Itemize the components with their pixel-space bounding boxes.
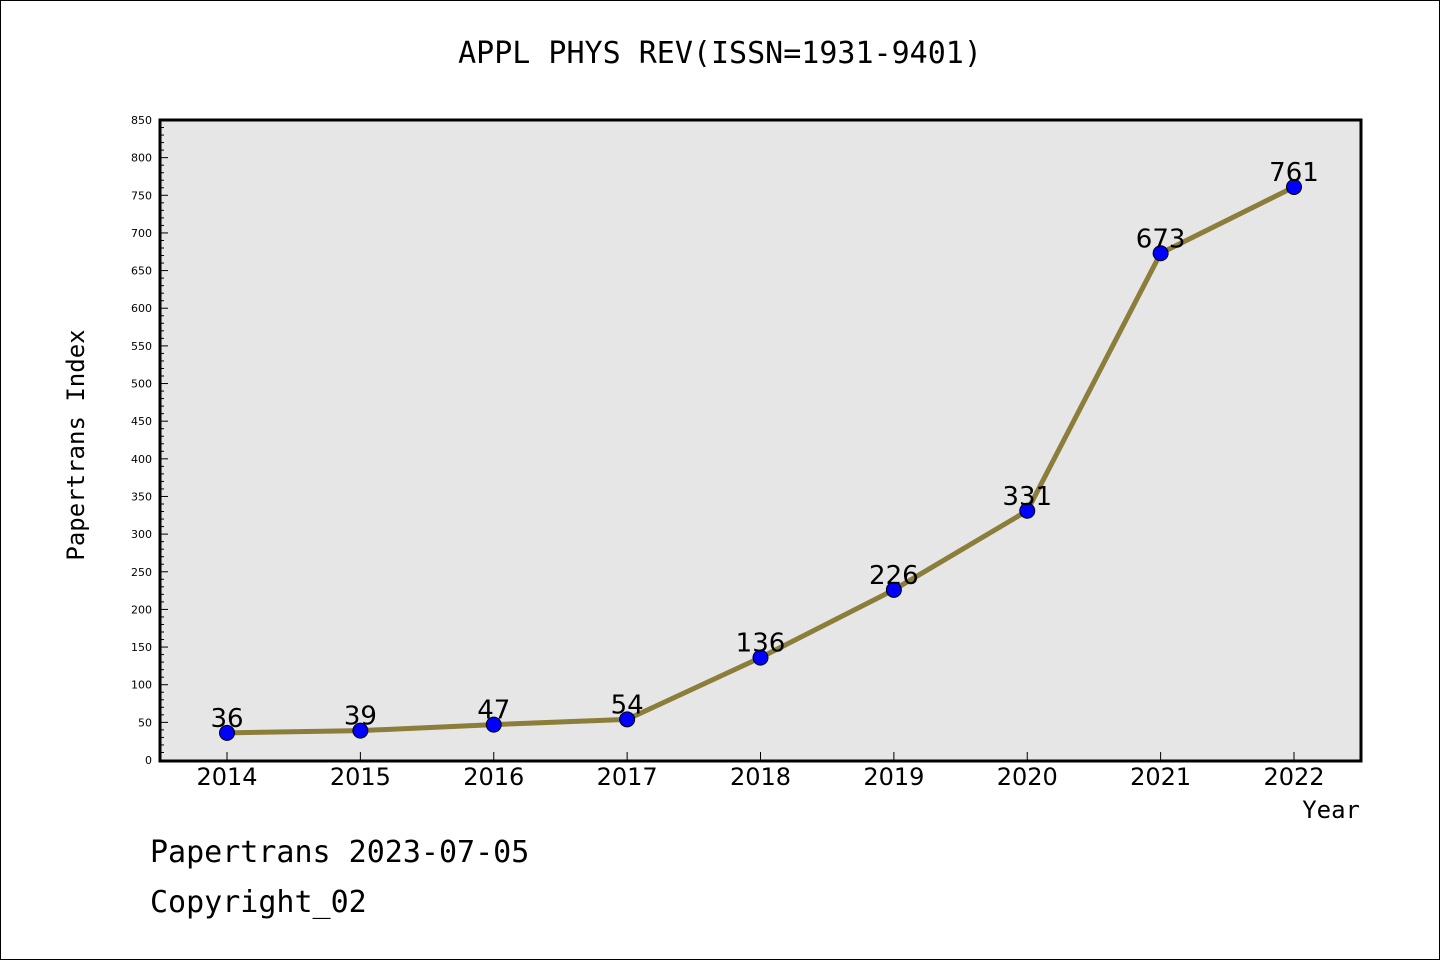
data-point: [485, 716, 502, 733]
data-labels-group: 36 39 47 54 136 226 331 673 761: [210, 158, 1318, 734]
x-tick-label: 2014: [196, 763, 257, 791]
y-tick-label: 0: [145, 754, 152, 767]
data-point: [885, 581, 902, 598]
data-point: [619, 711, 636, 728]
x-tick-label: 2021: [1130, 763, 1191, 791]
y-tick-label: 450: [131, 415, 152, 428]
x-tick-label: 2020: [997, 763, 1058, 791]
y-tick-label: 100: [131, 679, 152, 692]
data-point: [752, 649, 769, 666]
x-axis-ticks: 2014 2015 2016 2017 2018 2019 2020 2021 2022: [196, 752, 1325, 791]
y-tick-label: 50: [138, 716, 152, 729]
y-tick-label: 350: [131, 490, 152, 503]
data-point: [1019, 502, 1036, 519]
data-label: 226: [869, 561, 919, 591]
data-label: 36: [210, 704, 243, 734]
data-label: 54: [611, 690, 644, 720]
x-tick-label: 2022: [1263, 763, 1324, 791]
y-tick-label: 200: [131, 603, 152, 616]
x-tick-label: 2019: [863, 763, 924, 791]
data-label: 761: [1269, 158, 1319, 188]
footer-copyright: Copyright_02: [150, 885, 367, 920]
y-tick-label: 650: [131, 265, 152, 278]
y-tick-label: 700: [131, 227, 152, 240]
x-tick-label: 2018: [730, 763, 791, 791]
data-point: [352, 722, 369, 739]
y-axis-ticks: 0 50 100 150 200 250 300 350 400 450 500 550 600 650 7…: [131, 114, 168, 767]
data-point: [1152, 245, 1169, 262]
data-point: [1286, 179, 1302, 196]
y-tick-label: 300: [131, 528, 152, 541]
x-tick-label: 2015: [330, 763, 391, 791]
data-label: 136: [736, 629, 786, 659]
data-label: 673: [1136, 224, 1186, 254]
y-tick-label: 500: [131, 378, 152, 391]
y-tick-label: 800: [131, 152, 152, 165]
series-group: [219, 179, 1302, 741]
y-tick-label: 600: [131, 302, 152, 315]
data-point: [219, 724, 235, 741]
x-axis-label: Year: [1302, 796, 1360, 824]
data-label: 47: [477, 696, 510, 726]
y-tick-label: 850: [131, 114, 152, 127]
data-label: 39: [344, 702, 377, 732]
chart-title: APPL PHYS REV(ISSN=1931-9401): [458, 36, 982, 71]
data-label: 331: [1002, 482, 1052, 512]
y-tick-label: 400: [131, 453, 152, 466]
y-tick-label: 750: [131, 189, 152, 202]
y-tick-label: 250: [131, 566, 152, 579]
y-tick-label: 150: [131, 641, 152, 654]
footer-date: Papertrans 2023-07-05: [150, 835, 530, 870]
x-tick-label: 2016: [463, 763, 524, 791]
y-tick-label: 550: [131, 340, 152, 353]
x-tick-label: 2017: [597, 763, 658, 791]
